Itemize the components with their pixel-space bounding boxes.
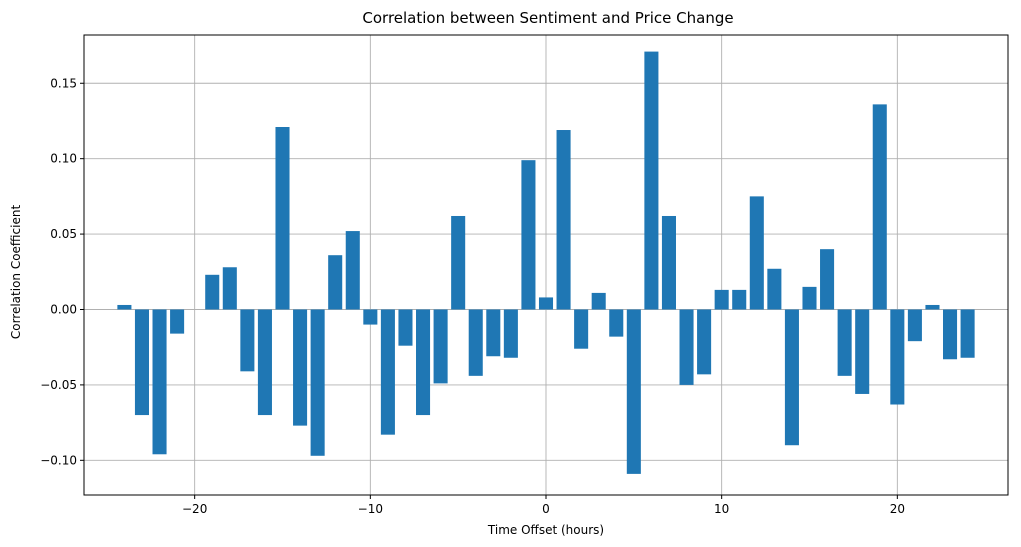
y-tick-label: −0.10 (40, 453, 77, 467)
bar (907, 309, 922, 342)
bar (679, 309, 694, 385)
bar (732, 289, 747, 310)
bar (240, 309, 255, 372)
bar (468, 309, 483, 376)
y-tick-label: 0.05 (50, 227, 77, 241)
bar (310, 309, 325, 456)
x-tick-label: −20 (182, 502, 207, 516)
bar (855, 309, 870, 394)
bar (837, 309, 852, 376)
x-tick-label: 0 (542, 502, 550, 516)
bar (293, 309, 308, 426)
x-axis-label: Time Offset (hours) (487, 523, 604, 537)
bar (644, 51, 659, 310)
bar (521, 160, 536, 310)
grid (84, 35, 1008, 495)
bars (117, 51, 975, 474)
bar (943, 309, 958, 360)
bar (117, 304, 132, 310)
ticks: −20 −10 0 10 20 −0.10 −0.05 0.00 0.05 0.10 0.15 (40, 76, 905, 516)
bar (205, 274, 220, 310)
bar (784, 309, 799, 446)
bar (767, 268, 782, 310)
y-axis-label: Correlation Coefficient (9, 205, 23, 340)
y-tick-label: −0.05 (40, 378, 77, 392)
bar (802, 286, 817, 310)
bar (380, 309, 395, 435)
bar (697, 309, 712, 375)
bar (749, 196, 764, 310)
bar (591, 292, 606, 310)
y-tick-label: 0.00 (50, 302, 77, 316)
bar (134, 309, 149, 416)
bar (960, 309, 975, 358)
bar (416, 309, 431, 416)
bar (257, 309, 272, 416)
bar (872, 104, 887, 310)
bar (345, 231, 360, 310)
bar (398, 309, 413, 346)
bar (170, 309, 185, 334)
bar (925, 304, 940, 310)
bar (275, 127, 290, 310)
bar (574, 309, 589, 349)
bar (661, 215, 676, 310)
bar (556, 130, 571, 310)
bar (820, 249, 835, 310)
bar (433, 309, 448, 384)
y-tick-label: 0.10 (50, 152, 77, 166)
x-tick-label: −10 (358, 502, 383, 516)
bar (626, 309, 641, 474)
y-tick-label: 0.15 (50, 76, 77, 90)
bar (152, 309, 167, 455)
chart-title: Correlation between Sentiment and Price … (362, 9, 733, 27)
x-tick-label: 20 (890, 502, 905, 516)
bar (328, 255, 343, 310)
bar (222, 267, 237, 310)
bar (363, 309, 378, 325)
bar (890, 309, 905, 405)
bar (714, 289, 729, 310)
bar (503, 309, 518, 358)
x-tick-label: 10 (714, 502, 729, 516)
bar (609, 309, 624, 337)
bar (486, 309, 501, 357)
bar (538, 297, 554, 310)
bar (451, 215, 466, 310)
